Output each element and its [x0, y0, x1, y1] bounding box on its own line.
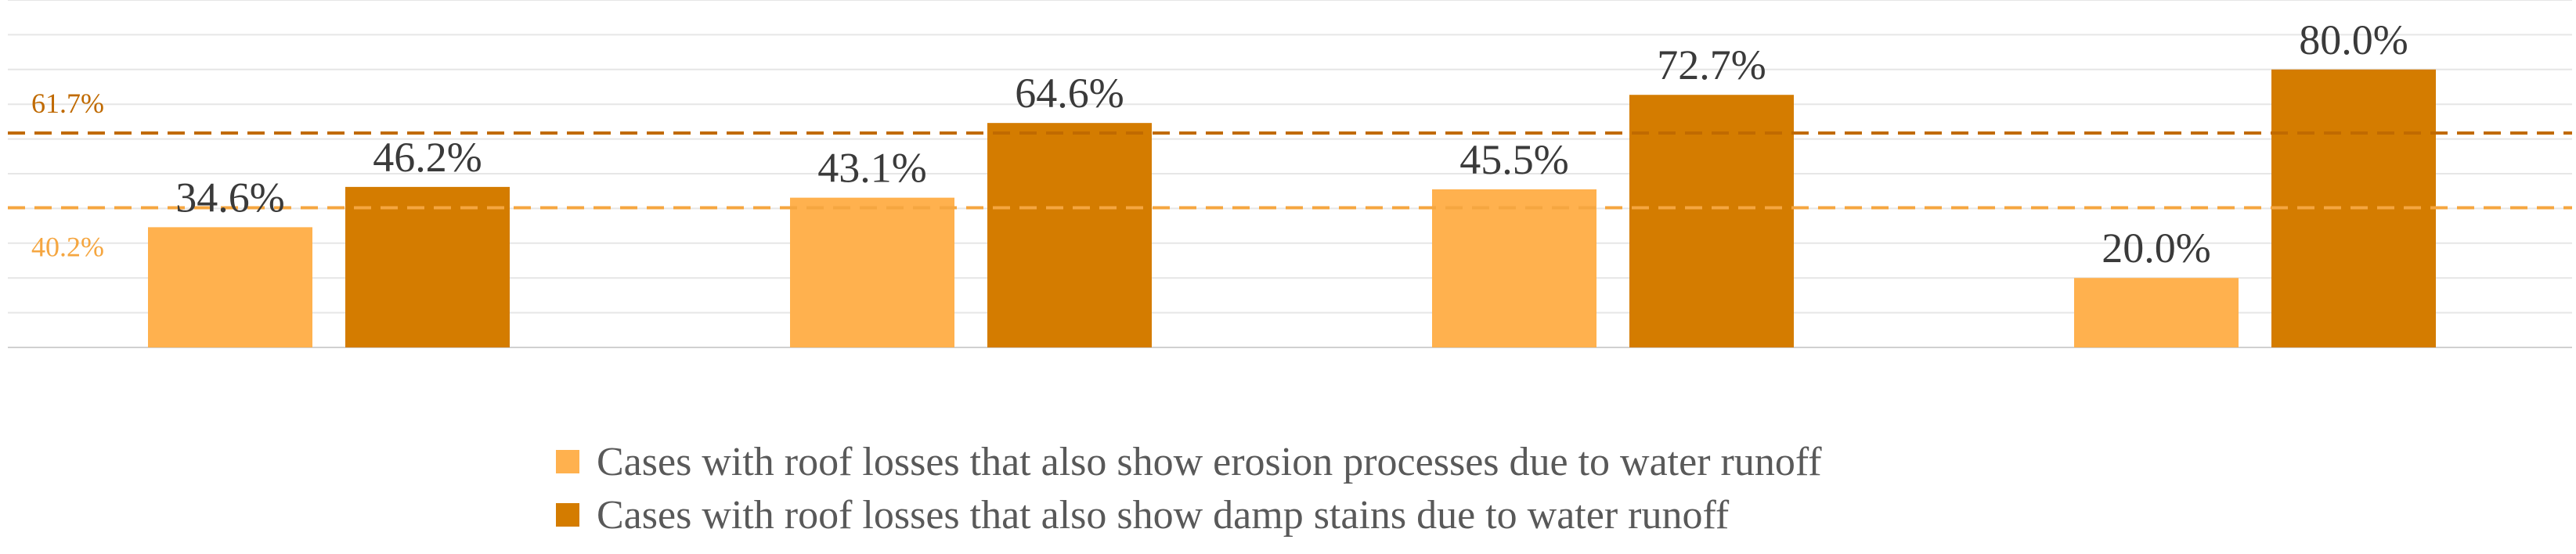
reference-line-label: 40.2% [31, 232, 104, 263]
legend-swatch-erosion [556, 450, 579, 473]
reference-lines: 61.7% 40.2% [8, 88, 2572, 263]
legend-label-erosion: Cases with roof losses that also show er… [597, 439, 1822, 484]
bar-damp-stains[interactable] [345, 186, 510, 347]
bars [148, 69, 2436, 348]
data-label: 46.2% [373, 134, 482, 181]
legend: Cases with roof losses that also show er… [556, 435, 1822, 541]
bar-erosion[interactable] [790, 197, 954, 347]
data-label: 64.6% [1015, 70, 1124, 117]
bar-damp-stains[interactable] [987, 123, 1152, 347]
data-label: 72.7% [1657, 41, 1766, 88]
reference-line-label: 61.7% [31, 88, 104, 119]
legend-item-erosion[interactable]: Cases with roof losses that also show er… [556, 435, 1822, 488]
value-labels: 34.6% 46.2% 43.1% 64.6% 45.5% 72.7% 20.0% 80.0% [175, 16, 2408, 272]
data-label: 34.6% [175, 174, 284, 221]
data-label: 20.0% [2102, 225, 2210, 272]
legend-label-damp-stains: Cases with roof losses that also show da… [597, 492, 1730, 538]
bar-damp-stains[interactable] [1629, 95, 1794, 347]
bar-erosion[interactable] [148, 227, 312, 347]
bar-erosion[interactable] [1432, 189, 1596, 347]
data-label: 45.5% [1459, 136, 1568, 183]
bar-chart: 61.7% 40.2% 34.6% 46.2% 43.1% 64.6% 45.5% 72.7… [8, 0, 2572, 348]
legend-swatch-damp-stains [556, 503, 579, 527]
bar-erosion[interactable] [2074, 278, 2239, 347]
data-label: 80.0% [2299, 16, 2408, 63]
legend-item-damp-stains[interactable]: Cases with roof losses that also show da… [556, 488, 1822, 541]
data-label: 43.1% [817, 145, 926, 192]
